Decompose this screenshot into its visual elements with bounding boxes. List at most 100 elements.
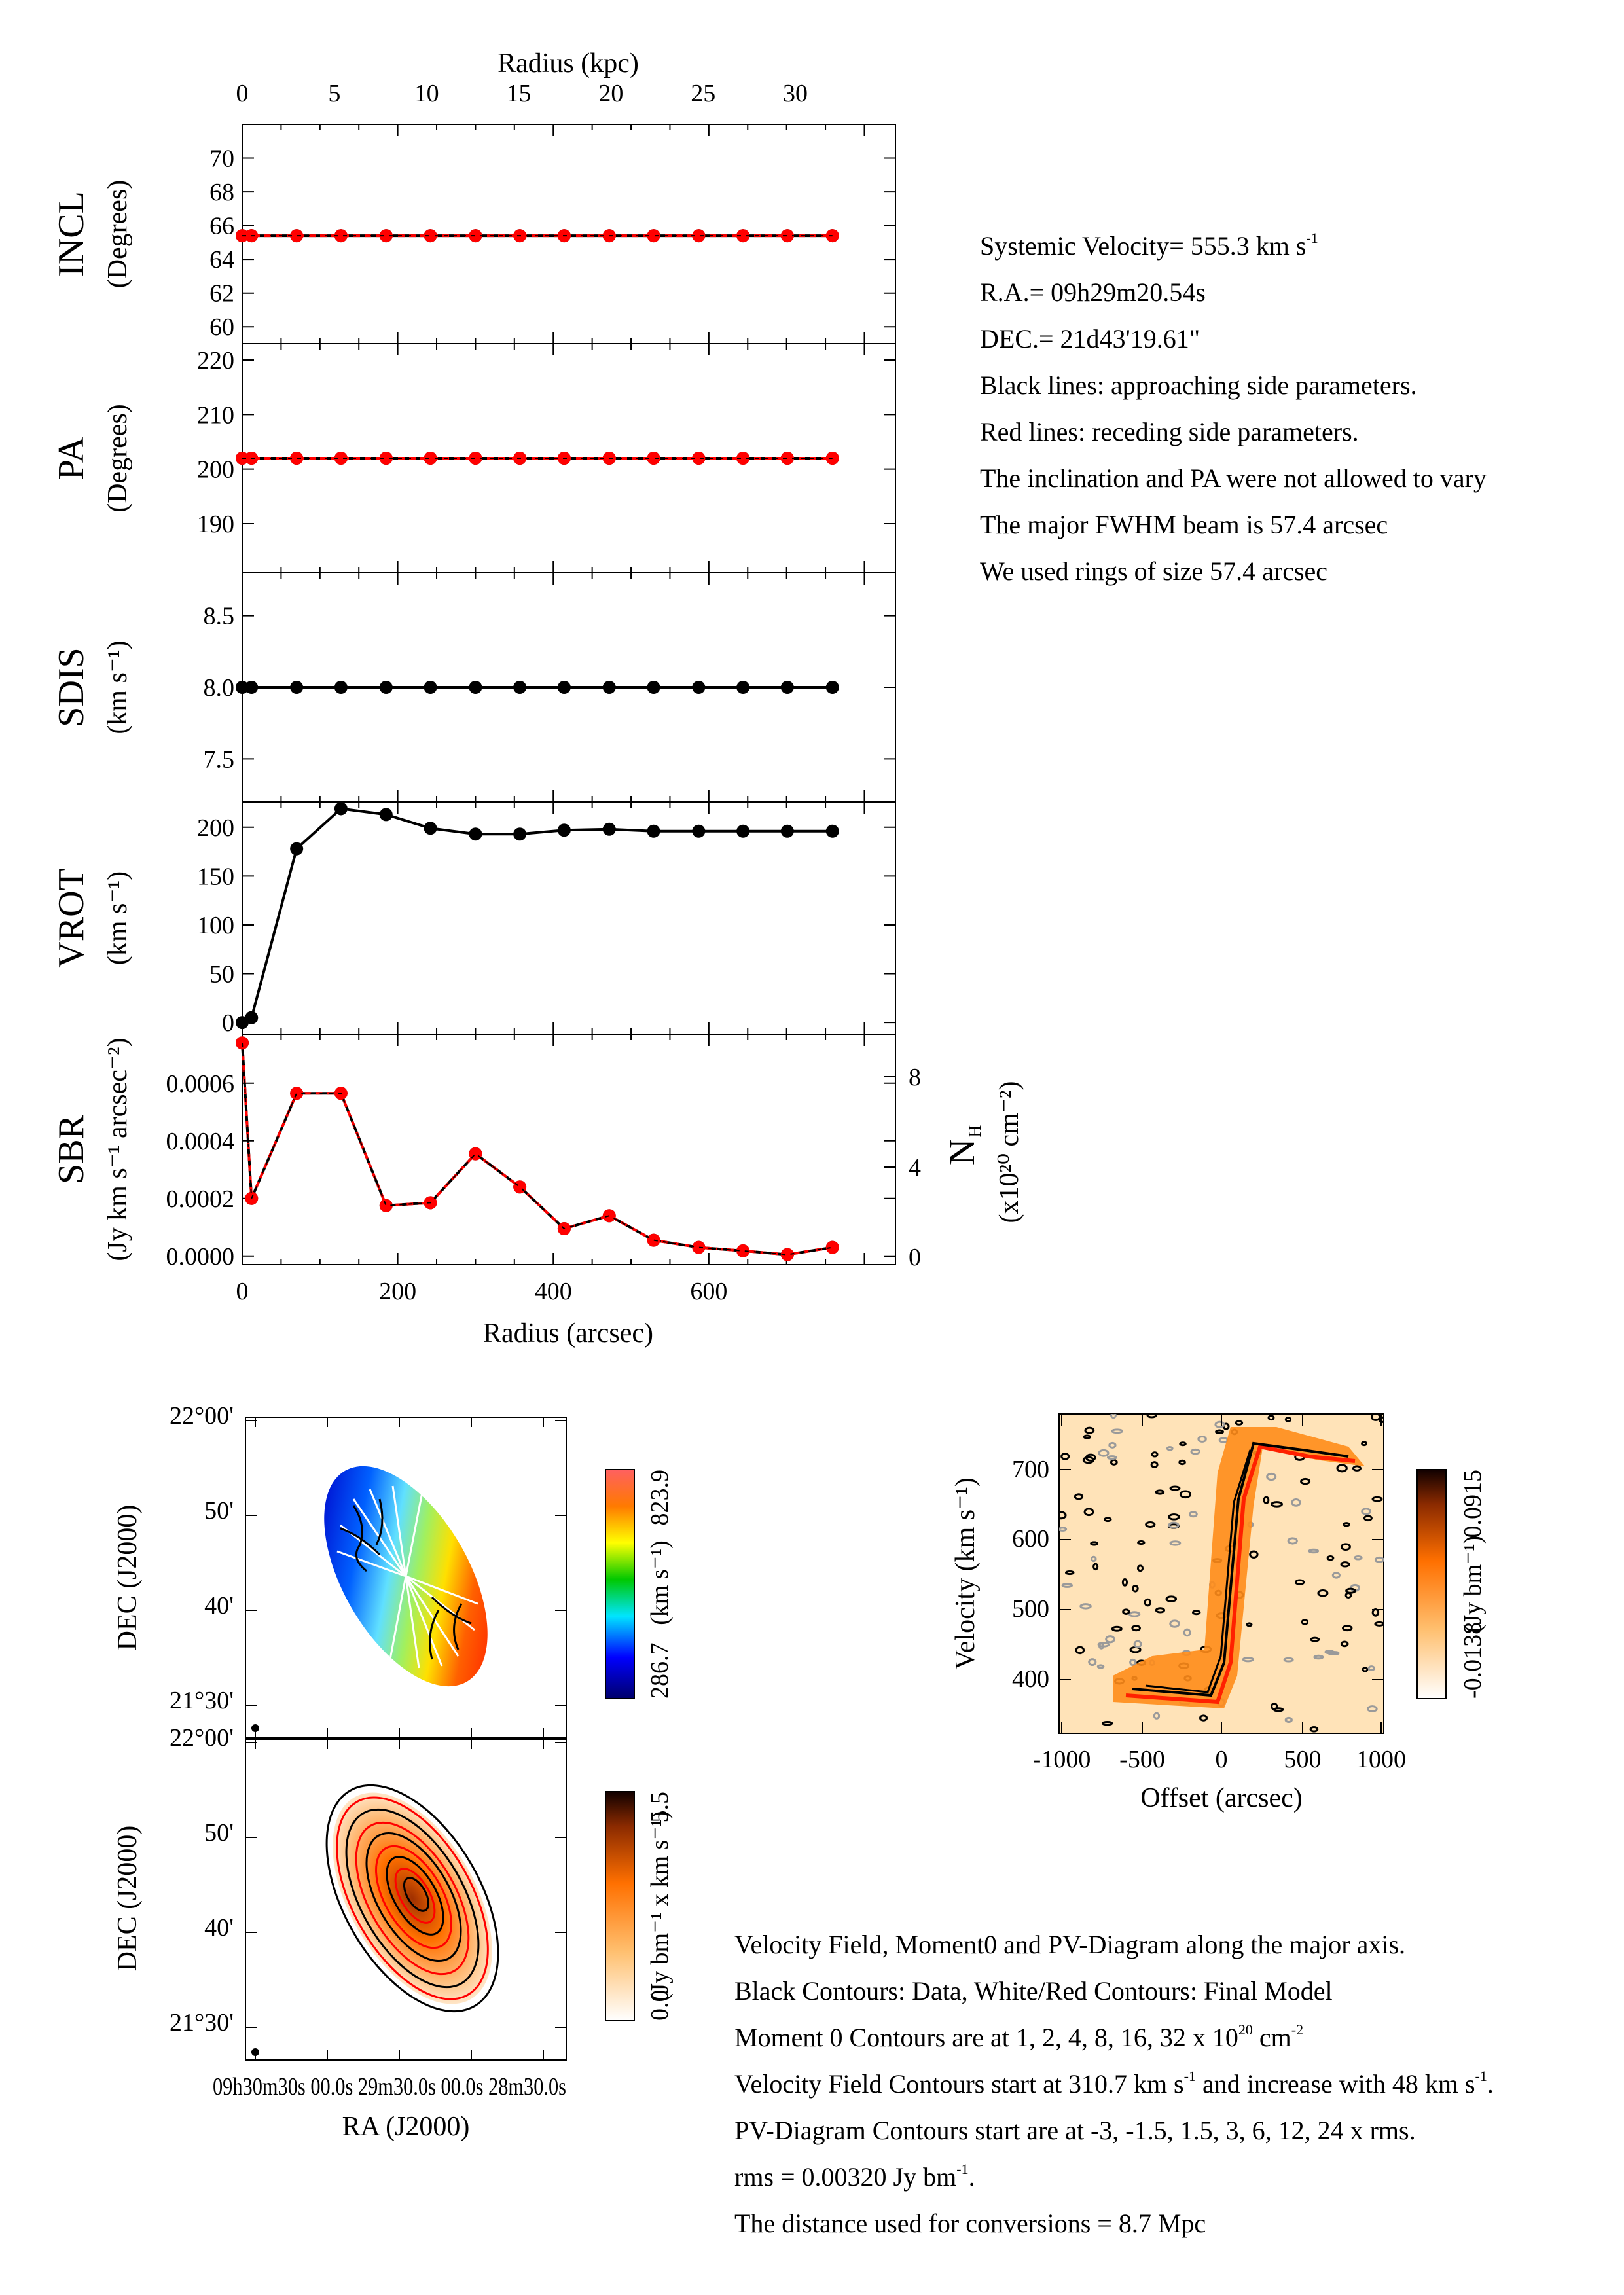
pv-noise-contour [1121, 1578, 1128, 1587]
pv-noise-contour [1169, 1485, 1181, 1491]
pv-noise-contour [1300, 1477, 1311, 1485]
data-point-approaching [647, 824, 660, 838]
moment0-colorbar-min: 0.0 [646, 1990, 674, 2021]
data-point-receding [780, 452, 794, 465]
info-block: Systemic Velocity= 555.3 km s-1 R.A.= 09… [980, 223, 1487, 594]
pv-noise-contour [1136, 1564, 1144, 1572]
y-tick-label: 0.0000 [166, 1243, 235, 1271]
info-beam: The major FWHM beam is 57.4 arcsec [980, 510, 1388, 539]
note-velocity: Velocity Field Contours start at 310.7 k… [734, 2068, 1494, 2099]
note-rms: rms = 0.00320 Jy bm-1. [734, 2161, 975, 2192]
dec-tick: 50' [204, 1497, 234, 1525]
panel-pa: 190 200 210 220 PA (Degrees) [51, 343, 896, 573]
pv-noise-contour [1284, 1417, 1292, 1422]
pv-noise-contour [1151, 1451, 1159, 1458]
panel-unit: (km s⁻¹) [103, 640, 133, 734]
pv-x-label: Offset (arcsec) [1140, 1783, 1303, 1813]
pv-noise-contour [1371, 1496, 1383, 1502]
data-point-receding [290, 229, 304, 243]
pv-colorbar-min: -0.0138 [1459, 1622, 1487, 1699]
pv-x-ticks: -1000 -500 0 500 1000 [1033, 1746, 1406, 1773]
dec-tick: 40' [204, 1592, 234, 1619]
panel-label: VROT [51, 868, 92, 967]
panel-label: SDIS [51, 647, 92, 727]
note-moment0: Moment 0 Contours are at 1, 2, 4, 8, 16,… [734, 2021, 1304, 2053]
y-tick-label: 190 [197, 511, 234, 538]
moment0-colorbar-max: 5.5 [646, 1792, 674, 1823]
data-point-receding [469, 452, 482, 465]
data-point-receding [692, 229, 706, 243]
data-point-approaching [290, 681, 304, 694]
pv-noise-contour [1374, 1621, 1384, 1627]
data-point-approaching [469, 681, 482, 694]
dec-tick: 22°00' [170, 1402, 234, 1430]
data-point-receding [736, 1244, 750, 1257]
pv-data-contour [1132, 1441, 1349, 1697]
pv-x-tick: 1000 [1356, 1746, 1406, 1773]
pv-noise-contour [1183, 1628, 1191, 1637]
pv-colorbar-max: 0.0915 [1459, 1470, 1487, 1538]
panel-unit: (Jy km s⁻¹ arcsec⁻²) [103, 1038, 133, 1261]
pv-noise-contour [1235, 1420, 1244, 1426]
info-red-lines: Red lines: receding side parameters. [980, 417, 1359, 446]
pv-noise-contour [1110, 1414, 1117, 1419]
y-tick-label: 0.0004 [166, 1128, 235, 1155]
pv-noise-contour [1271, 1501, 1283, 1508]
pv-noise-contour [1199, 1714, 1208, 1722]
y-tick-label: 60 [209, 314, 234, 341]
velocity-colorbar-max: 823.9 [646, 1470, 674, 1526]
pv-noise-contour [1362, 1667, 1369, 1672]
pv-colorbar [1416, 1469, 1447, 1699]
top-tick-label: 10 [414, 80, 439, 107]
note-pv: PV-Diagram Contours start are at -3, -1.… [734, 2116, 1416, 2145]
pv-noise-contour [1301, 1619, 1308, 1625]
pv-noise-contour [1129, 1658, 1137, 1667]
pv-noise-contour [1345, 1587, 1356, 1594]
pv-noise-contour [1110, 1458, 1118, 1466]
top-tick-label: 5 [328, 80, 340, 107]
pv-x-tick: 0 [1216, 1746, 1228, 1773]
pv-y-tick: 600 [1012, 1525, 1049, 1553]
panel-unit: (km s⁻¹) [103, 871, 133, 965]
map-ra-label: RA (J2000) [342, 2112, 470, 2142]
pv-x-tick: -500 [1119, 1746, 1165, 1773]
pv-noise-contour [1263, 1496, 1270, 1504]
map-dec-ticks-top: 22°00' 50' 40' 21°30' [170, 1402, 234, 1714]
pv-noise-contour [1291, 1498, 1301, 1507]
data-point-receding [736, 452, 750, 465]
top-tick-label: 20 [598, 80, 623, 107]
y-tick-label: 7.5 [204, 746, 235, 773]
data-point-approaching [825, 824, 839, 838]
y-tick-label: 0.0002 [166, 1185, 235, 1213]
pv-noise-contour [1098, 1449, 1110, 1457]
data-point-approaching [825, 681, 839, 694]
pv-noise-contour [1317, 1589, 1329, 1597]
pv-noise-contour [1083, 1434, 1091, 1439]
pv-noise-contour [1104, 1517, 1112, 1523]
info-fixed-params: The inclination and PA were not allowed … [980, 463, 1487, 493]
dec-tick: 50' [204, 1819, 234, 1847]
data-point-approaching [424, 681, 437, 694]
y-tick-label: 50 [209, 961, 234, 988]
pv-noise-contour [1085, 1453, 1096, 1462]
pv-noise-contour [1266, 1472, 1277, 1481]
data-point-receding [424, 229, 437, 243]
pv-noise-contour [1367, 1665, 1375, 1671]
data-point-approaching [736, 824, 750, 838]
pv-noise-contour [1165, 1595, 1178, 1602]
panel-sdis: 7.5 8.0 8.5 SDIS (km s⁻¹) [51, 572, 896, 803]
pv-noise-contour [1179, 1441, 1187, 1447]
data-point-approaching [602, 822, 616, 836]
moment0-colorbar [605, 1791, 635, 2021]
pv-noise-contour [1155, 1489, 1165, 1495]
pv-noise-contour [1370, 1414, 1381, 1421]
data-point-approaching [290, 842, 304, 856]
pv-x-tick: 500 [1284, 1746, 1322, 1773]
data-point-receding [379, 1199, 393, 1212]
velocity-colorbar-min: 286.7 [646, 1643, 674, 1699]
pv-y-label: Velocity (km s⁻¹) [950, 1477, 981, 1670]
pv-noise-contour [1361, 1441, 1367, 1447]
data-point-approaching [647, 681, 660, 694]
data-point-approaching [513, 827, 527, 841]
